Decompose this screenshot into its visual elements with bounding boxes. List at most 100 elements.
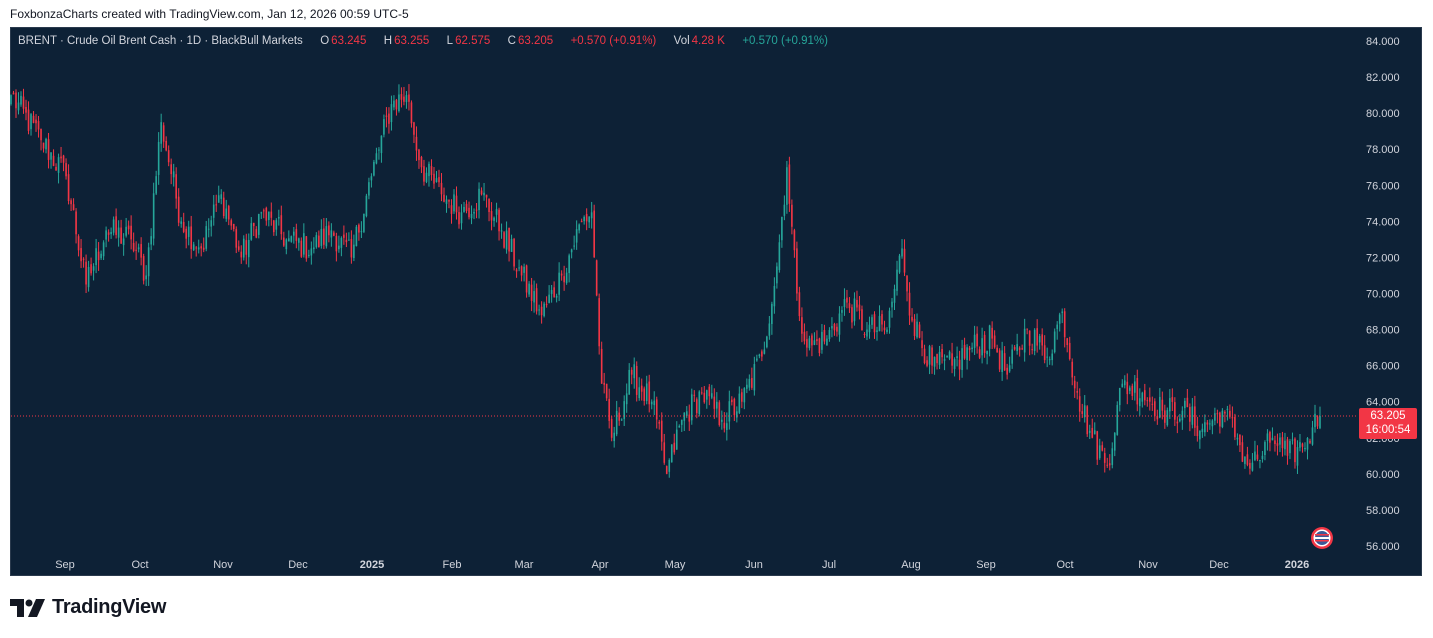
open-value: 63.245 bbox=[331, 35, 367, 47]
candle-body bbox=[883, 327, 886, 331]
candle-body bbox=[408, 94, 410, 102]
candle-body bbox=[97, 251, 100, 261]
y-tick-label: 82.000 bbox=[1366, 72, 1400, 84]
candle-body bbox=[1063, 311, 1066, 338]
candle-body bbox=[703, 392, 706, 403]
candle-body bbox=[1128, 387, 1131, 391]
candle-body bbox=[793, 230, 796, 251]
candle-body bbox=[748, 378, 751, 388]
candle-body bbox=[1028, 330, 1031, 346]
candle-body bbox=[866, 329, 868, 337]
candle-body bbox=[247, 239, 250, 258]
candle-body bbox=[1036, 328, 1038, 346]
candle-body bbox=[1106, 464, 1109, 466]
candle-body bbox=[635, 366, 638, 395]
candle-body bbox=[873, 314, 876, 333]
candle-body bbox=[721, 419, 723, 422]
candle-body bbox=[958, 359, 961, 370]
candle-body bbox=[320, 228, 323, 246]
candle-body bbox=[1281, 437, 1284, 449]
candle-body bbox=[1016, 344, 1018, 352]
candle-body bbox=[630, 369, 633, 375]
candle-body bbox=[175, 174, 178, 199]
candle-body bbox=[723, 422, 726, 429]
candle-body bbox=[803, 331, 806, 342]
candle-body bbox=[836, 326, 838, 332]
candle-body bbox=[746, 384, 748, 389]
candle-body bbox=[695, 399, 698, 414]
candle-body bbox=[1194, 406, 1196, 428]
candle-body bbox=[1123, 380, 1126, 386]
candle-body bbox=[806, 339, 808, 348]
candle-body bbox=[548, 294, 550, 303]
candle-body bbox=[465, 203, 468, 212]
candle-body bbox=[863, 333, 866, 335]
candle-body bbox=[140, 244, 142, 258]
close-label: C bbox=[507, 35, 516, 47]
candle-body bbox=[1096, 431, 1099, 460]
candle-body bbox=[1181, 410, 1184, 421]
candle-body bbox=[343, 234, 345, 238]
candle-body bbox=[182, 221, 185, 232]
candle-body bbox=[598, 298, 600, 347]
candle-body bbox=[1314, 413, 1316, 428]
candle-body bbox=[135, 249, 137, 251]
chart-panel[interactable] bbox=[10, 27, 1422, 576]
candle-body bbox=[10, 95, 12, 105]
candle-body bbox=[1141, 392, 1144, 402]
open-label: O bbox=[320, 35, 330, 47]
candle-body bbox=[708, 386, 711, 397]
candle-body bbox=[848, 303, 851, 309]
candle-body bbox=[680, 419, 683, 425]
tradingview-logo[interactable]: TradingView bbox=[10, 596, 166, 619]
candle-body bbox=[991, 327, 993, 339]
y-tick-label: 74.000 bbox=[1366, 216, 1400, 228]
candle-body bbox=[70, 200, 72, 205]
candle-body bbox=[52, 155, 55, 166]
candle-body bbox=[390, 104, 393, 123]
candle-body bbox=[565, 272, 568, 283]
candle-body bbox=[1093, 430, 1096, 435]
bar-countdown: 16:00:54 bbox=[1365, 424, 1411, 436]
candle-body bbox=[588, 216, 590, 223]
candle-body bbox=[1146, 400, 1149, 402]
candle-body bbox=[968, 347, 971, 350]
candle-body bbox=[853, 298, 856, 322]
candle-body bbox=[1046, 356, 1049, 358]
candle-body bbox=[843, 299, 846, 308]
candle-body bbox=[751, 378, 753, 388]
candle-body bbox=[1066, 338, 1069, 346]
candle-body bbox=[553, 287, 555, 297]
candle-body bbox=[388, 113, 390, 124]
candle-body bbox=[908, 292, 911, 316]
candle-body bbox=[1186, 397, 1189, 408]
candle-body bbox=[340, 237, 343, 248]
candle-body bbox=[262, 210, 265, 212]
candle-body bbox=[1249, 462, 1251, 469]
candle-body bbox=[1021, 348, 1023, 350]
candle-body bbox=[1103, 453, 1106, 463]
candle-body bbox=[80, 248, 82, 262]
symbol-label[interactable]: BRENT · Crude Oil Brent Cash · 1D · Blac… bbox=[18, 35, 303, 47]
candle-body bbox=[115, 216, 117, 235]
candle-body bbox=[690, 394, 693, 421]
candle-body bbox=[1053, 331, 1056, 353]
candle-body bbox=[921, 340, 923, 349]
candle-body bbox=[318, 235, 320, 248]
candle-body bbox=[568, 255, 570, 274]
candle-body bbox=[27, 109, 30, 131]
candle-body bbox=[338, 245, 340, 250]
candle-body bbox=[560, 273, 563, 276]
candle-body bbox=[936, 354, 938, 364]
candle-body bbox=[1153, 401, 1156, 417]
candle-body bbox=[60, 156, 62, 159]
candle-body bbox=[700, 392, 703, 394]
candle-body bbox=[640, 385, 643, 392]
candle-body bbox=[710, 393, 713, 398]
candle-body bbox=[460, 212, 463, 224]
change-value: +0.570 (+0.91%) bbox=[570, 35, 657, 47]
candle-body bbox=[610, 419, 613, 438]
candle-body bbox=[207, 228, 210, 230]
candle-body bbox=[1166, 410, 1169, 426]
